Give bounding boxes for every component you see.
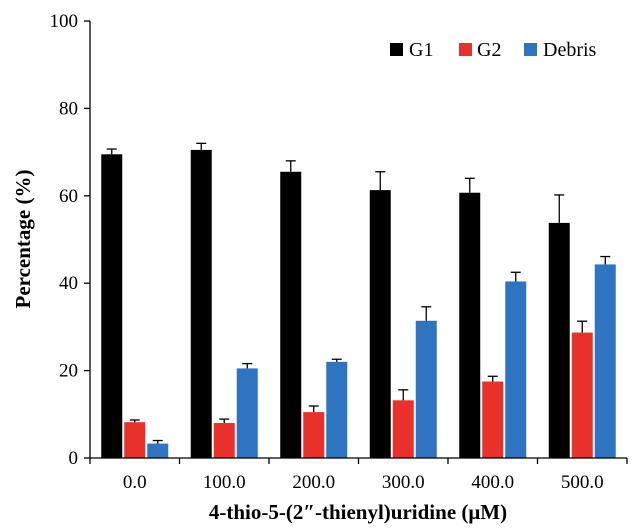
x-tick-label: 400.0 — [471, 472, 514, 493]
bar-debris-2 — [326, 361, 348, 458]
y-tick-label: 0 — [69, 448, 79, 469]
x-axis-label: 4-thio-5-(2″-thienyl)uridine (μM) — [209, 500, 507, 524]
bar-g1-1 — [190, 149, 212, 459]
y-axis-label: Percentage (%) — [11, 170, 35, 309]
y-tick-label: 100 — [50, 11, 79, 32]
bar-g2-5 — [571, 332, 593, 458]
bar-g1-4 — [459, 192, 481, 458]
bar-debris-3 — [415, 320, 437, 458]
bars-layer — [101, 142, 616, 459]
y-tick-label: 40 — [59, 273, 78, 294]
legend-label-debris: Debris — [543, 39, 597, 61]
bar-debris-0 — [147, 443, 169, 458]
ticks-layer: 0 20 40 60 80 100 0.0 100.0 200.0 300.0 400.0 500.0 — [50, 11, 628, 493]
bar-g1-3 — [369, 190, 391, 458]
x-tick-label: 100.0 — [203, 472, 246, 493]
bar-debris-4 — [505, 281, 527, 458]
y-tick-label: 60 — [59, 186, 78, 207]
x-tick-label: 200.0 — [292, 472, 335, 493]
legend: G1 G2 Debris — [390, 39, 597, 61]
bar-g1-2 — [280, 171, 302, 458]
legend-swatch-debris — [524, 43, 537, 56]
bar-g2-0 — [124, 422, 146, 458]
bar-debris-5 — [594, 264, 616, 458]
y-tick-label: 20 — [59, 361, 78, 382]
x-tick-label: 500.0 — [561, 472, 604, 493]
bar-g1-5 — [548, 222, 570, 458]
legend-swatch-g1 — [390, 43, 403, 56]
legend-swatch-g2 — [459, 43, 472, 56]
legend-label-g1: G1 — [409, 39, 433, 61]
y-tick-label: 80 — [59, 98, 78, 119]
bar-g2-4 — [482, 381, 504, 458]
bar-g1-0 — [101, 154, 123, 458]
axes-layer — [89, 21, 627, 459]
bar-g2-3 — [392, 400, 414, 458]
x-tick-label: 0.0 — [123, 472, 147, 493]
bar-g2-2 — [303, 412, 325, 458]
legend-label-g2: G2 — [477, 39, 501, 61]
bar-g2-1 — [213, 423, 235, 458]
bar-debris-1 — [236, 368, 258, 458]
x-tick-label: 300.0 — [382, 472, 425, 493]
